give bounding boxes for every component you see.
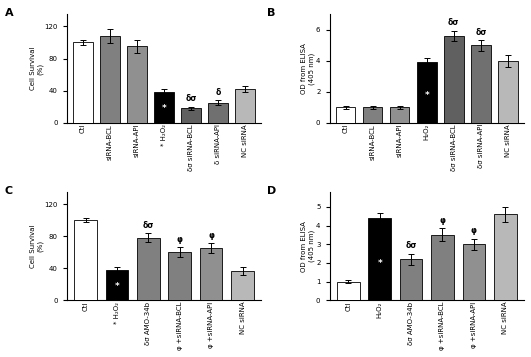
Bar [417, 62, 436, 122]
Text: δσ: δσ [405, 241, 417, 250]
Text: φ: φ [471, 226, 477, 235]
Text: δσ: δσ [143, 221, 154, 230]
Text: δσ: δσ [448, 19, 459, 27]
Y-axis label: OD from ELISA
(405 nm): OD from ELISA (405 nm) [301, 221, 314, 272]
Bar [208, 102, 228, 122]
Bar [74, 220, 97, 300]
Bar [127, 46, 147, 122]
Bar [182, 108, 201, 122]
Bar [369, 218, 391, 300]
Bar [155, 92, 174, 122]
Bar [336, 107, 355, 122]
Bar [494, 215, 517, 300]
Text: δσ: δσ [475, 28, 486, 37]
Bar [498, 61, 518, 122]
Bar [400, 259, 422, 300]
Text: A: A [5, 8, 13, 18]
Bar [444, 36, 464, 122]
Bar [137, 238, 160, 300]
Text: D: D [267, 186, 277, 196]
Text: *: * [162, 104, 166, 114]
Bar [235, 89, 255, 122]
Text: *: * [115, 282, 119, 291]
Y-axis label: Cell Survival
(%): Cell Survival (%) [30, 47, 43, 90]
Y-axis label: Cell Survival
(%): Cell Survival (%) [30, 224, 43, 268]
Text: φ: φ [440, 216, 446, 225]
Y-axis label: OD from ELISA
(405 nm): OD from ELISA (405 nm) [301, 43, 314, 94]
Text: φ: φ [208, 231, 214, 240]
Bar [431, 235, 454, 300]
Text: *: * [378, 259, 382, 268]
Bar [106, 270, 129, 300]
Bar [471, 45, 491, 122]
Text: δ: δ [216, 88, 221, 97]
Bar [337, 282, 359, 300]
Text: C: C [5, 186, 13, 196]
Bar [390, 107, 409, 122]
Bar [200, 248, 222, 300]
Bar [363, 107, 382, 122]
Text: B: B [267, 8, 276, 18]
Bar [463, 244, 485, 300]
Bar [168, 252, 191, 300]
Text: *: * [424, 91, 429, 100]
Text: φ: φ [177, 235, 183, 244]
Bar [231, 271, 254, 300]
Text: δσ: δσ [185, 94, 197, 103]
Bar [73, 42, 93, 122]
Bar [100, 36, 120, 122]
